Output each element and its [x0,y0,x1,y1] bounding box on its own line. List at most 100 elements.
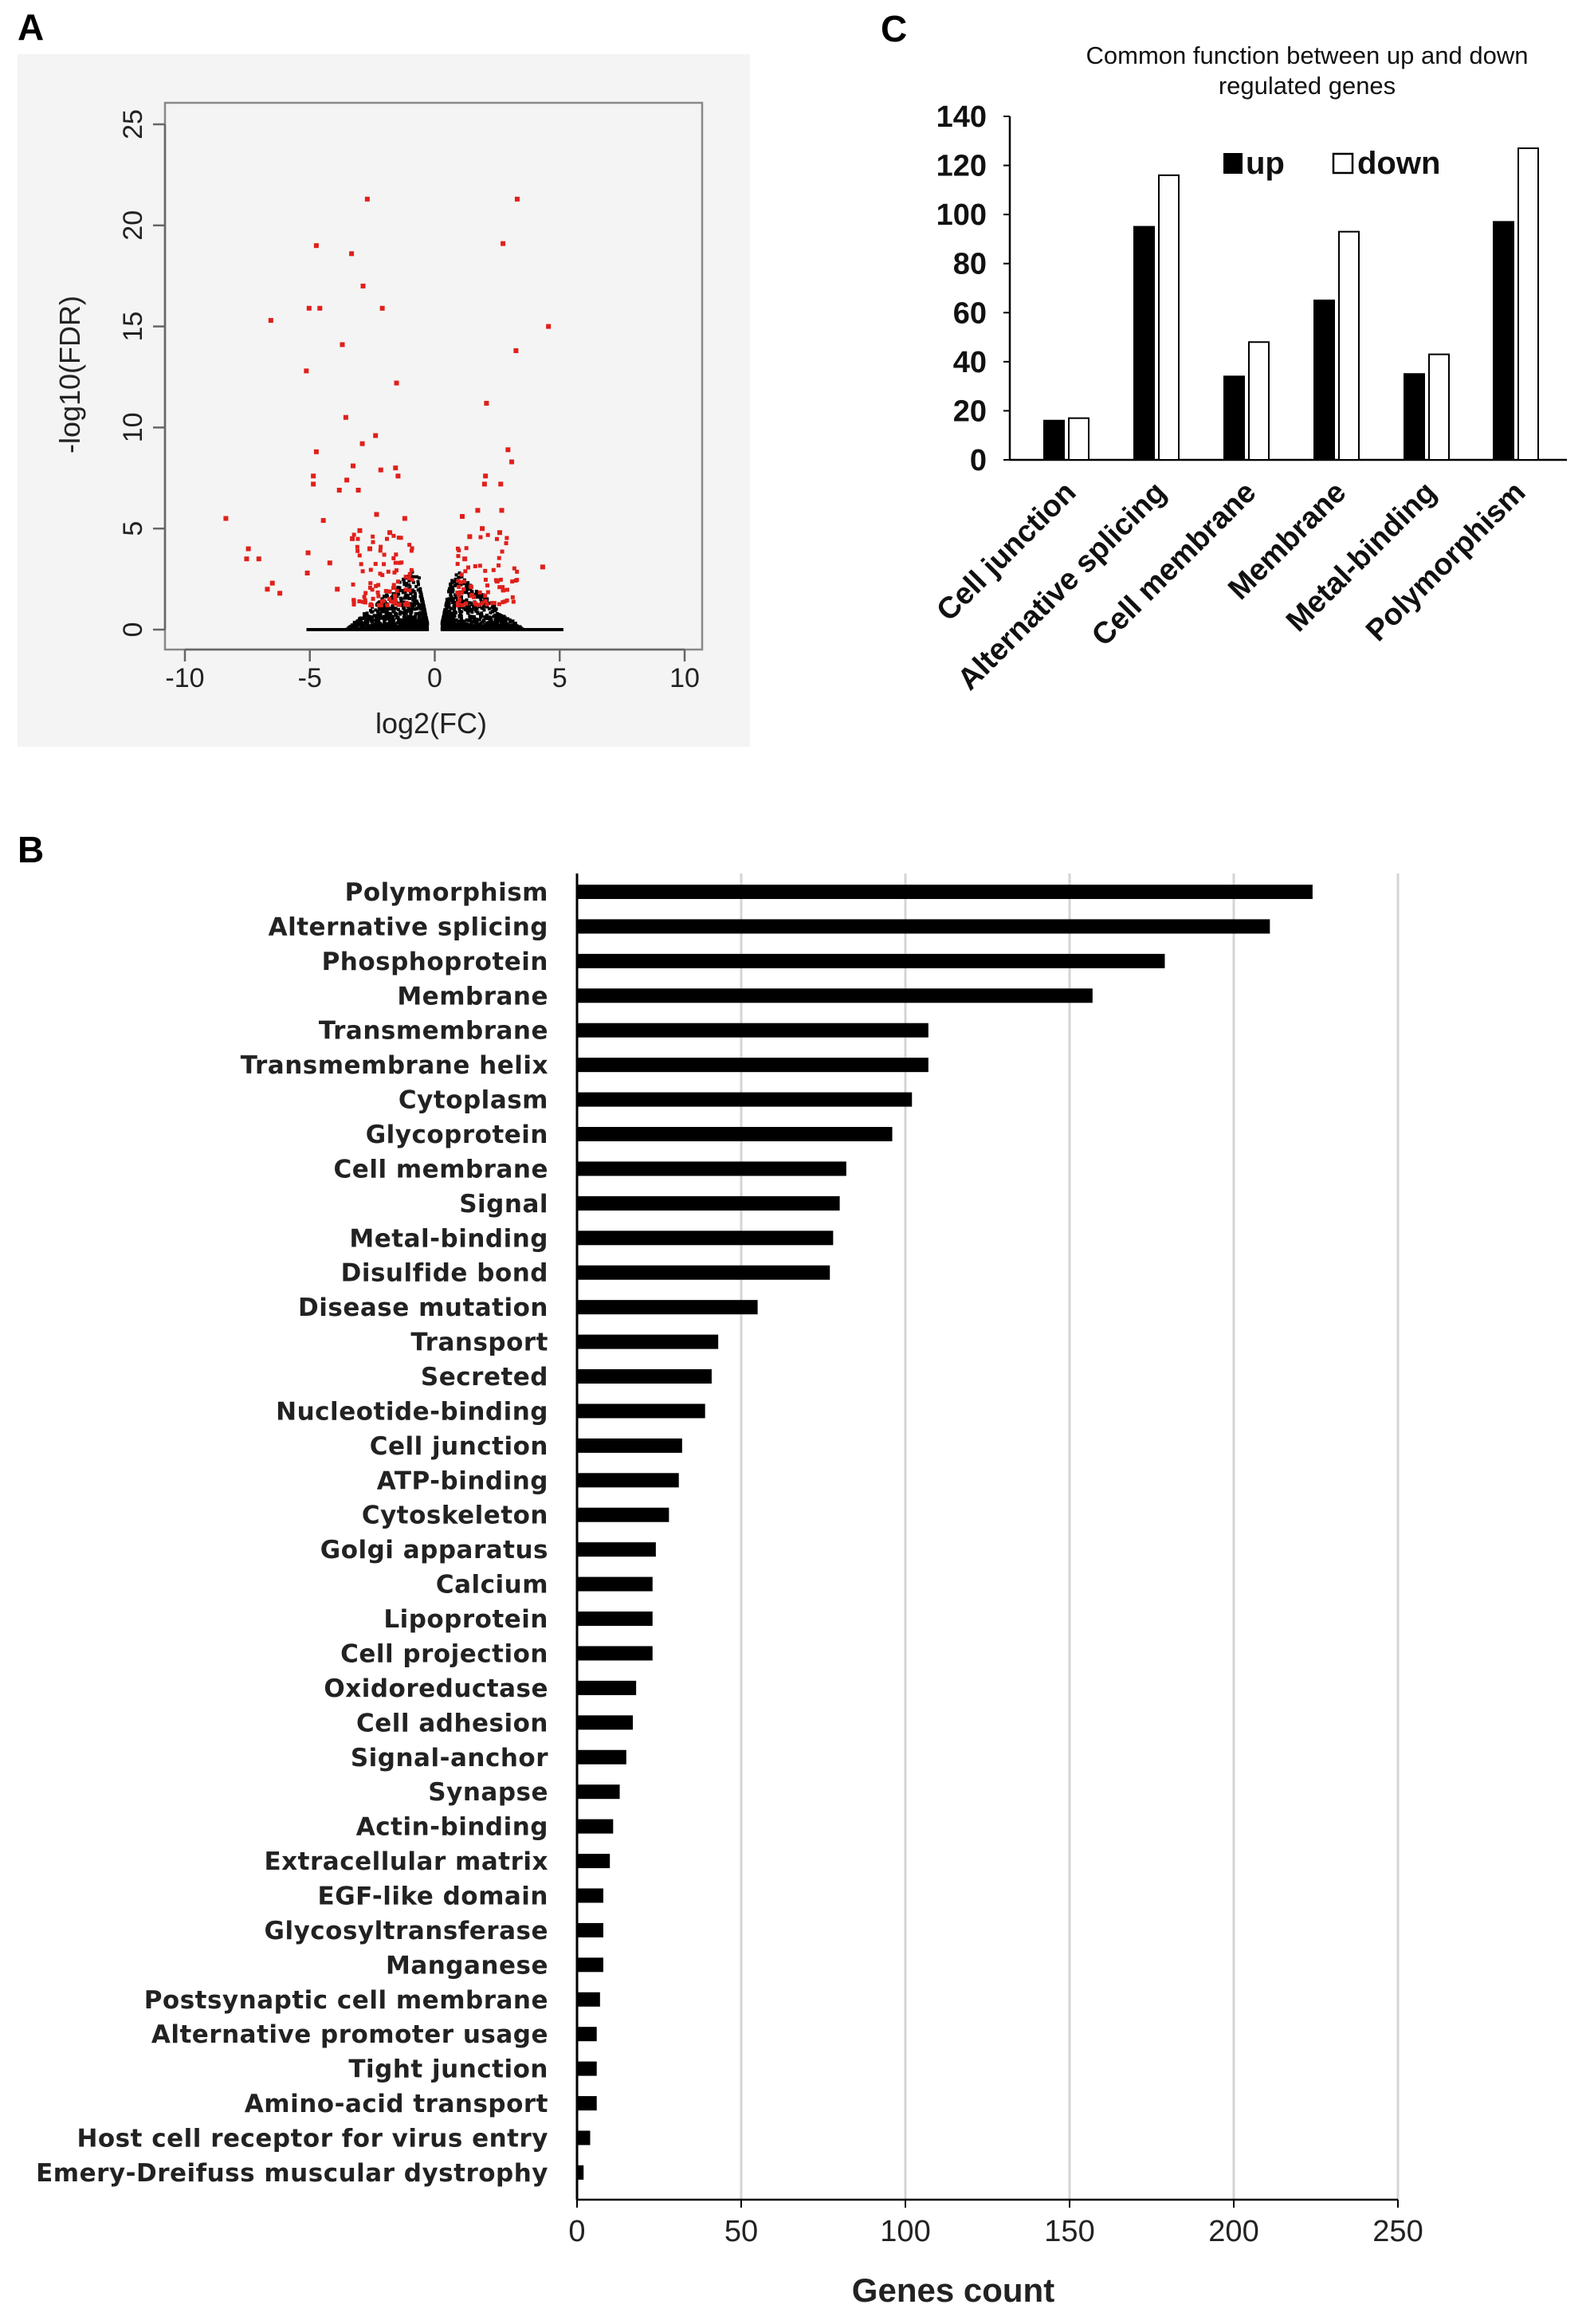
data-point-nonsignificant [371,610,375,614]
data-point-nonsignificant [389,607,393,610]
data-point-significant [368,602,373,607]
data-point-nonsignificant [419,612,423,616]
y-tick-label: 120 [936,150,987,183]
data-point-nonsignificant [495,622,499,626]
data-point-significant [367,546,372,552]
data-point-nonsignificant [463,607,467,611]
data-point-nonsignificant [379,608,383,612]
data-point-nonsignificant [521,627,525,631]
data-point-significant [455,603,460,608]
data-point-significant [363,591,368,595]
data-point-nonsignificant [402,600,406,604]
data-point-nonsignificant [419,607,423,610]
bar [577,1127,893,1142]
bar-down [1248,341,1270,461]
legend-swatch-down [1332,152,1354,175]
data-point-significant [375,590,380,595]
data-point-nonsignificant [483,627,487,631]
data-point-nonsignificant [398,627,402,631]
data-point-nonsignificant [502,622,506,626]
data-point-significant [378,548,383,553]
bar [577,1403,705,1419]
data-point-nonsignificant [500,621,504,625]
bar [577,1438,682,1453]
data-point-nonsignificant [465,608,469,612]
data-point-nonsignificant [405,583,409,587]
bar [577,1784,620,1800]
data-point-nonsignificant [459,595,463,599]
data-point-significant [515,569,520,574]
x-tick-label: -5 [298,663,322,693]
data-point-significant [456,591,461,595]
data-point-significant [501,241,506,246]
data-point-nonsignificant [453,593,457,597]
y-category-label: Transmembrane helix [241,1051,548,1080]
data-point-significant [391,555,396,560]
y-category-label: Transmembrane [319,1017,548,1046]
data-point-significant [394,568,398,573]
data-point-nonsignificant [379,606,383,610]
data-point-nonsignificant [447,590,451,594]
data-point-nonsignificant [447,618,451,622]
data-point-significant [350,463,355,469]
data-point-significant [374,512,379,517]
data-point-nonsignificant [465,607,469,610]
data-point-nonsignificant [387,614,391,618]
data-point-nonsignificant [384,595,388,599]
data-point-nonsignificant [406,618,410,622]
data-point-nonsignificant [396,607,400,611]
data-point-nonsignificant [445,606,449,610]
data-point-nonsignificant [453,577,457,581]
data-point-nonsignificant [383,610,387,614]
legend: up down [1223,146,1440,181]
data-point-nonsignificant [445,610,449,614]
data-point-nonsignificant [466,581,470,585]
data-point-nonsignificant [503,626,507,630]
data-point-significant [387,530,393,536]
data-point-significant [480,601,485,606]
data-point-nonsignificant [411,580,415,584]
y-category-label: Phosphoprotein [322,948,548,976]
data-point-significant [395,588,399,593]
data-point-nonsignificant [441,620,445,624]
bar [577,1854,611,1869]
data-point-nonsignificant [376,610,380,614]
x-tick-label: 250 [1372,2215,1423,2248]
data-point-nonsignificant [398,612,402,616]
data-point-significant [510,579,515,584]
data-point-significant [511,599,516,604]
data-point-nonsignificant [422,627,426,631]
data-point-nonsignificant [323,628,327,631]
data-point-significant [359,441,365,446]
data-point-nonsignificant [387,626,391,630]
data-point-nonsignificant [402,583,406,587]
bar [577,1992,600,2007]
data-point-nonsignificant [383,614,387,618]
data-point-nonsignificant [472,605,476,609]
data-point-nonsignificant [450,585,454,589]
data-point-significant [473,602,478,607]
x-tick-label: 5 [552,663,567,693]
data-point-significant [491,567,496,572]
data-point-significant [382,552,387,557]
grouped-bar-chart: Common function between up and down regu… [930,41,1567,697]
data-point-nonsignificant [501,617,505,621]
data-point-nonsignificant [389,617,393,621]
data-point-nonsignificant [554,628,558,631]
data-point-nonsignificant [398,619,402,623]
data-point-significant [460,603,465,607]
data-point-nonsignificant [524,628,528,631]
data-point-significant [407,571,412,576]
bar-up [1404,373,1425,461]
data-point-nonsignificant [345,627,349,631]
volcano-plot: -10 -5 0 5 10 0 5 10 15 20 25 log2(FC) -log10(FDR) [18,54,750,747]
data-point-nonsignificant [384,593,388,597]
data-point-nonsignificant [414,584,418,588]
data-point-nonsignificant [419,597,423,601]
data-point-significant [478,535,483,540]
data-point-significant [494,536,499,541]
data-point-nonsignificant [478,595,482,599]
data-point-nonsignificant [379,613,383,617]
data-point-nonsignificant [379,626,383,630]
y-category-label: Metal-binding [349,1224,548,1253]
